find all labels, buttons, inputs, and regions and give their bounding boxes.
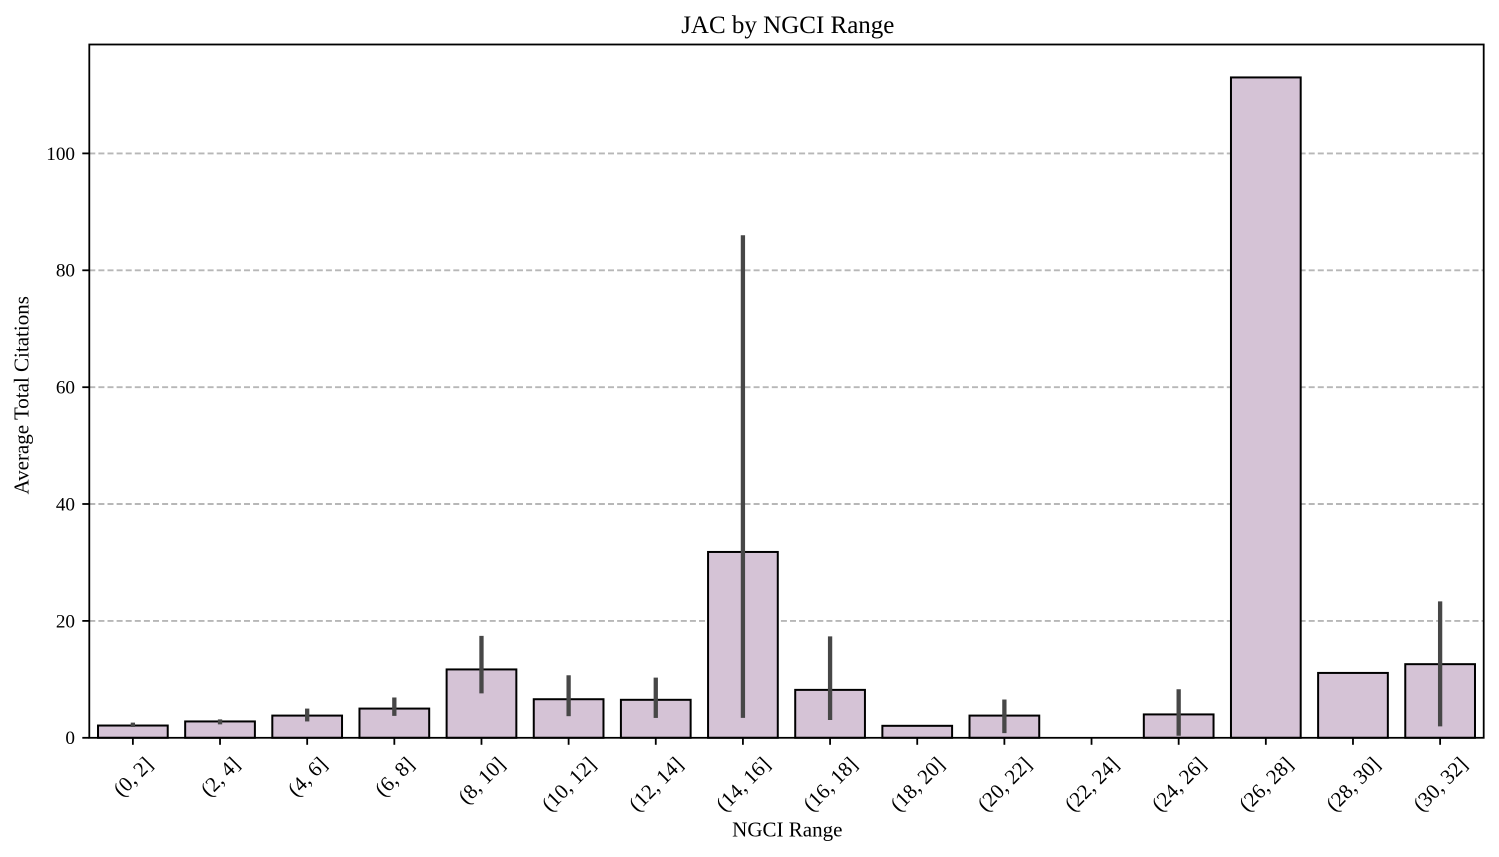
svg-text:JAC by NGCI Range: JAC by NGCI Range	[681, 12, 894, 39]
svg-text:60: 60	[56, 378, 75, 399]
svg-text:0: 0	[65, 728, 75, 749]
svg-text:Average Total Citations: Average Total Citations	[10, 296, 34, 494]
svg-text:100: 100	[46, 144, 75, 165]
svg-text:40: 40	[56, 494, 75, 515]
svg-text:NGCI Range: NGCI Range	[732, 818, 842, 842]
svg-text:20: 20	[56, 611, 75, 632]
svg-text:80: 80	[56, 261, 75, 282]
